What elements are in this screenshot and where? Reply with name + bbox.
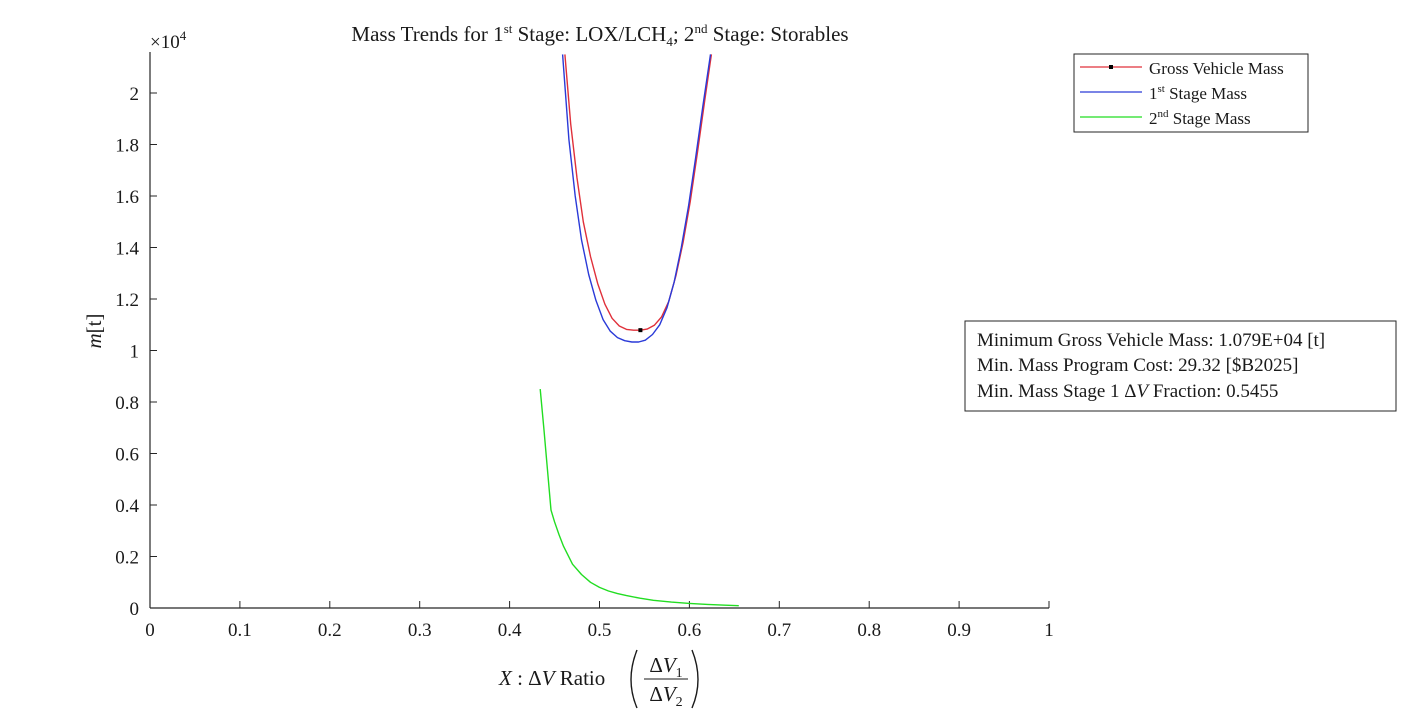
x-tick-label: 0.6 (678, 620, 702, 641)
annotation-line-2: Min. Mass Program Cost: 29.32 [$B2025] (977, 355, 1298, 376)
y-tick-label: 0.8 (115, 393, 139, 414)
stage2-mass-line (539, 389, 739, 607)
title-suffix: Stage: Storables (707, 22, 848, 46)
title-sup2: nd (694, 21, 708, 36)
x-label-delta: Δ (528, 666, 542, 690)
axes (149, 52, 1049, 609)
x-label-num-delta: Δ (649, 653, 663, 677)
y-tick-label: 1.6 (115, 187, 139, 208)
annotation-line-3-delta: Δ (1124, 381, 1136, 402)
legend-stage2-rest: Stage Mass (1169, 109, 1251, 128)
annotation-line-1: Minimum Gross Vehicle Mass: 1.079E+04 [t… (977, 330, 1325, 351)
x-tick-label: 0.1 (228, 620, 252, 641)
y-tick-label: 1.4 (115, 239, 139, 260)
x-tick-label: 0.9 (947, 620, 971, 641)
annotation-line-3: Min. Mass Stage 1 ΔV Fraction: 0.5455 (977, 381, 1278, 402)
x-label-den-sub: 2 (676, 695, 683, 709)
x-label-ratio: Ratio (555, 666, 606, 690)
legend-stage1-rest: Stage Mass (1165, 84, 1247, 103)
x-label-colon: : (512, 666, 528, 690)
x-label-num-sub: 1 (676, 666, 683, 681)
y-tick-label: 0 (130, 599, 140, 620)
y-ticks: 0 0.2 0.4 0.6 0.8 1 1.2 1.4 1.6 1.8 2 (115, 84, 157, 620)
series-layer (539, 54, 739, 607)
x-label-denominator: ΔV2 (649, 682, 682, 709)
legend-stage2-sup: nd (1158, 108, 1170, 120)
y-tick-label: 0.4 (115, 496, 139, 517)
y-tick-label: 1.2 (115, 290, 139, 311)
x-label-left-paren (630, 649, 638, 709)
annotation-box: Minimum Gross Vehicle Mass: 1.079E+04 [t… (964, 320, 1397, 412)
y-tick-label: 0.6 (115, 445, 139, 466)
legend-stage1-main: 1 (1149, 84, 1158, 103)
x-label-right-paren (691, 649, 699, 709)
x-tick-label: 0 (145, 620, 155, 641)
y-exponent-power: 4 (180, 28, 187, 43)
stage1-mass-line (561, 54, 712, 343)
title-sub: 4 (666, 34, 673, 49)
y-tick-label: 1 (130, 342, 140, 363)
x-axis-label-main: X : ΔV Ratio (498, 666, 605, 690)
y-tick-label: 0.2 (115, 548, 139, 569)
gross-vehicle-mass-line (564, 54, 713, 331)
y-tick-label: 2 (130, 84, 140, 105)
x-label-v: V (542, 666, 557, 690)
y-exponent-base: ×10 (150, 32, 180, 53)
x-label-den-delta: Δ (649, 682, 663, 706)
x-tick-label: 0.2 (318, 620, 342, 641)
chart-title: Mass Trends for 1st Stage: LOX/LCH4; 2nd… (351, 21, 848, 49)
x-tick-label: 0.3 (408, 620, 432, 641)
title-middle2: ; 2 (673, 22, 695, 46)
legend: Gross Vehicle Mass 1st Stage Mass 2nd St… (1073, 53, 1309, 133)
annotation-border (964, 320, 1397, 412)
x-label-numerator: ΔV1 (649, 653, 682, 681)
x-label-x: X (498, 666, 513, 690)
legend-label-stage2: 2nd Stage Mass (1149, 108, 1251, 128)
y-tick-label: 1.8 (115, 136, 139, 157)
title-middle: Stage: LOX/LCH (512, 22, 666, 46)
x-tick-label: 0.4 (498, 620, 522, 641)
x-tick-label: 1 (1044, 620, 1054, 641)
legend-stage2-main: 2 (1149, 109, 1158, 128)
y-axis-label-italic: m (82, 333, 106, 348)
x-tick-label: 0.8 (857, 620, 881, 641)
x-tick-label: 0.7 (767, 620, 791, 641)
legend-marker-gross (1109, 65, 1113, 69)
x-label-den-v: V (663, 682, 678, 706)
annotation-line-3-prefix: Min. Mass Stage 1 (977, 381, 1124, 402)
title-prefix: Mass Trends for 1 (351, 22, 503, 46)
y-axis-label-rest: [t] (82, 314, 106, 334)
legend-label-stage1: 1st Stage Mass (1149, 83, 1247, 103)
x-ticks: 0 0.1 0.2 0.3 0.4 0.5 0.6 0.7 0.8 0.9 1 (145, 601, 1054, 641)
legend-label-gross: Gross Vehicle Mass (1149, 59, 1284, 78)
annotation-line-3-suffix: Fraction: 0.5455 (1148, 381, 1278, 402)
y-exponent-label: ×104 (150, 28, 187, 53)
min-mass-marker (638, 328, 643, 333)
x-axis-label: X : ΔV Ratio ΔV1 ΔV2 (498, 649, 699, 709)
legend-gross-main: Gross Vehicle Mass (1149, 59, 1284, 78)
title-sup1: st (504, 21, 513, 36)
annotation-line-3-v: V (1136, 381, 1150, 402)
x-tick-label: 0.5 (588, 620, 612, 641)
y-axis-label: m[t] (82, 314, 106, 349)
legend-stage1-sup: st (1158, 83, 1165, 95)
x-label-num-v: V (663, 653, 678, 677)
